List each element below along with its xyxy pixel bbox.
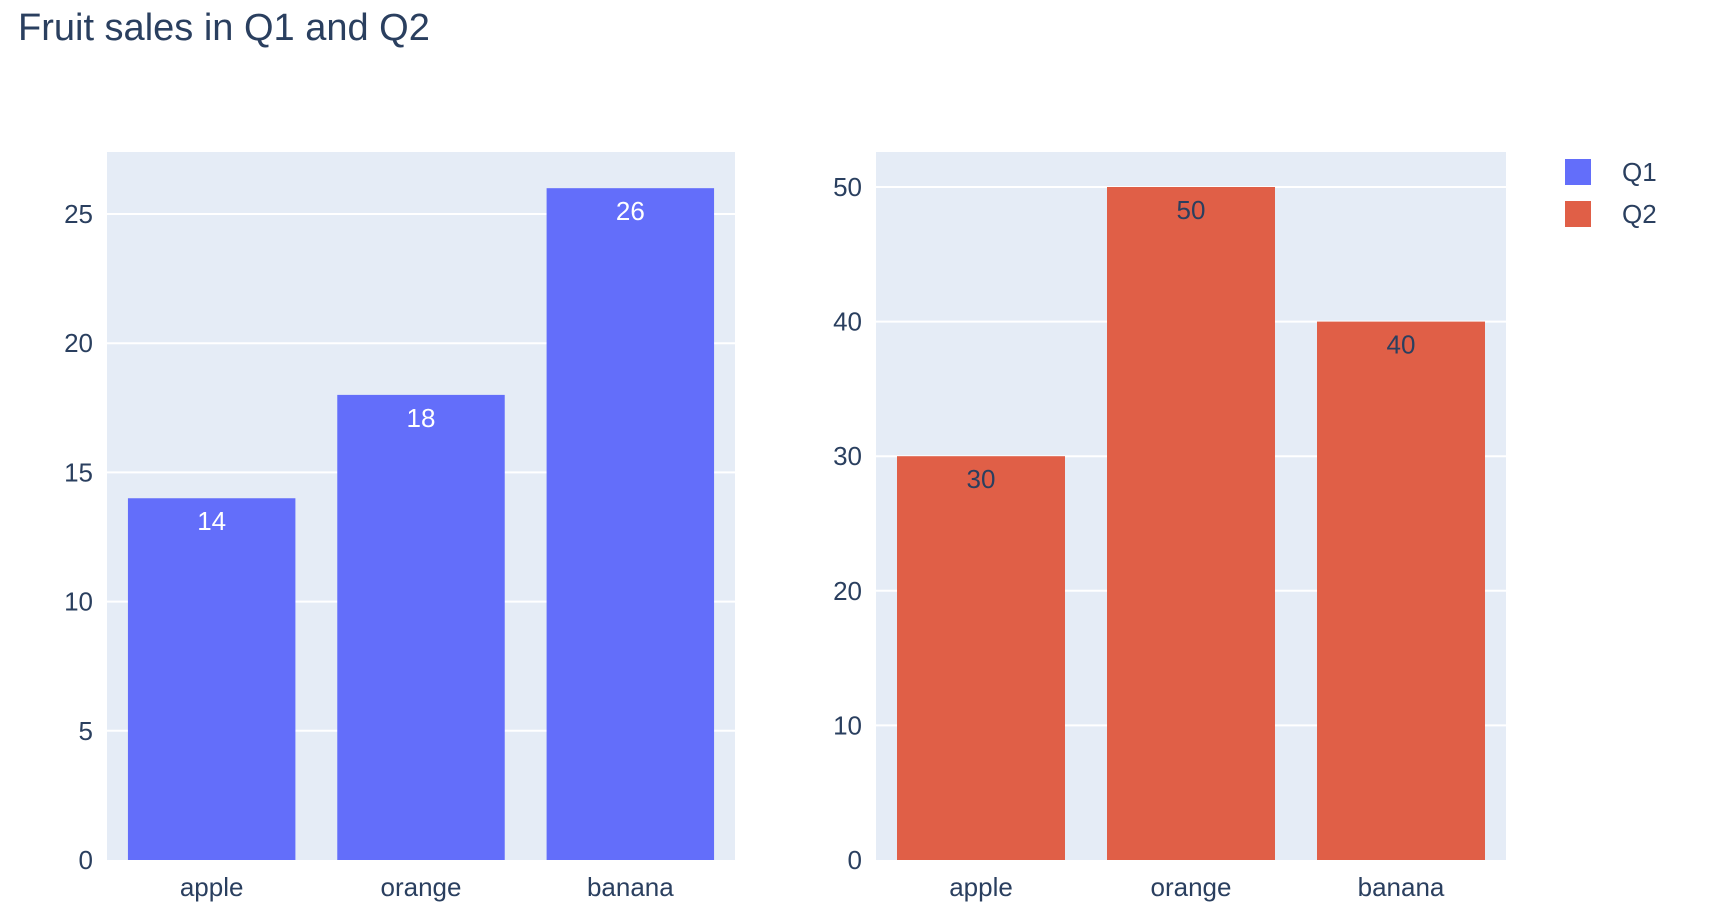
y-tick-label: 0 [79, 845, 93, 875]
y-tick-label: 25 [64, 199, 93, 229]
bar[interactable] [127, 498, 296, 860]
y-tick-label: 10 [64, 587, 93, 617]
y-tick-label: 30 [833, 441, 862, 471]
bar[interactable] [897, 456, 1065, 860]
legend-swatch [1565, 159, 1591, 185]
bar-value-label: 30 [967, 464, 996, 494]
bar-value-label: 26 [616, 196, 645, 226]
y-tick-label: 20 [833, 576, 862, 606]
x-tick-label: orange [1151, 872, 1232, 902]
x-tick-label: banana [587, 872, 674, 902]
bar-value-label: 50 [1177, 195, 1206, 225]
bar-value-label: 18 [407, 403, 436, 433]
bar[interactable] [546, 188, 715, 861]
legend-swatch [1565, 201, 1591, 227]
subplot-1: 0 5 10 15 20 25 14 18 26 apple orange banana [64, 152, 735, 902]
y-tick-label: 10 [833, 710, 862, 740]
y-tick-label: 40 [833, 307, 862, 337]
x-tick-label: apple [180, 872, 244, 902]
y-tick-label: 15 [64, 457, 93, 487]
y-tick-label: 20 [64, 328, 93, 358]
bar[interactable] [337, 394, 505, 860]
legend-label: Q1 [1622, 157, 1657, 187]
y-tick-label: 50 [833, 172, 862, 202]
bar-value-label: 40 [1387, 330, 1416, 360]
x-tick-label: banana [1358, 872, 1445, 902]
y-tick-label: 5 [79, 716, 93, 746]
chart-title: Fruit sales in Q1 and Q2 [18, 7, 430, 49]
bar[interactable] [1317, 321, 1485, 861]
y-tick-label: 0 [848, 845, 862, 875]
bar-value-label: 14 [197, 506, 226, 536]
subplot-2: 0 10 20 30 40 50 30 50 40 apple orange banana [833, 152, 1506, 902]
legend-item[interactable]: Q2 [1565, 199, 1657, 229]
legend-item[interactable]: Q1 [1565, 157, 1657, 187]
subplots: 0 5 10 15 20 25 14 18 26 apple orange banana 0 10 20 30… [64, 152, 1506, 902]
bar[interactable] [1107, 186, 1275, 860]
legend-label: Q2 [1622, 199, 1657, 229]
x-tick-label: orange [381, 872, 462, 902]
x-tick-label: apple [949, 872, 1013, 902]
